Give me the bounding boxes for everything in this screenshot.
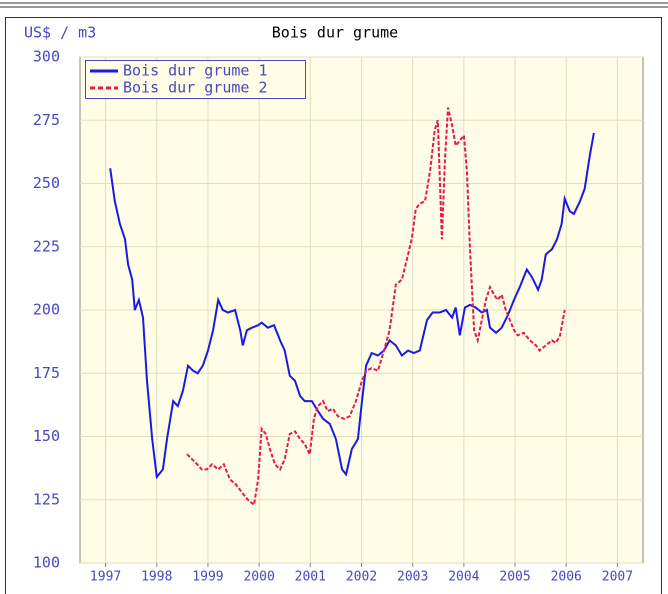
y-tick-label: 250 bbox=[33, 174, 60, 192]
x-tick-label: 2006 bbox=[551, 570, 582, 585]
line-series bbox=[186, 107, 566, 507]
x-tick-label: 2004 bbox=[448, 570, 479, 585]
y-axis-label: US$ / m3 bbox=[24, 24, 96, 42]
chart-title: Bois dur grume bbox=[272, 24, 398, 42]
x-tick-label: 1997 bbox=[90, 570, 121, 585]
x-tick-label: 2007 bbox=[602, 570, 633, 585]
x-tick-label: 2003 bbox=[397, 570, 428, 585]
x-tick-label: 2002 bbox=[346, 570, 377, 585]
y-tick-label: 225 bbox=[33, 237, 60, 255]
legend-label: Bois dur grume 2 bbox=[123, 79, 268, 97]
legend bbox=[85, 60, 306, 99]
y-tick-label: 200 bbox=[33, 301, 60, 319]
y-tick-label: 300 bbox=[33, 48, 60, 66]
y-tick-label: 175 bbox=[33, 364, 60, 382]
y-tick-label: 125 bbox=[33, 490, 60, 508]
x-tick-label: 2001 bbox=[295, 570, 326, 585]
y-tick-label: 150 bbox=[33, 427, 60, 445]
x-tick-label: 1999 bbox=[192, 570, 223, 585]
legend-label: Bois dur grume 1 bbox=[123, 62, 268, 80]
line-series bbox=[109, 132, 595, 480]
y-tick-label: 100 bbox=[33, 554, 60, 572]
x-tick-label: 2005 bbox=[499, 570, 530, 585]
x-tick-label: 2000 bbox=[243, 570, 274, 585]
x-tick-label: 1998 bbox=[141, 570, 172, 585]
y-tick-label: 275 bbox=[33, 111, 60, 129]
